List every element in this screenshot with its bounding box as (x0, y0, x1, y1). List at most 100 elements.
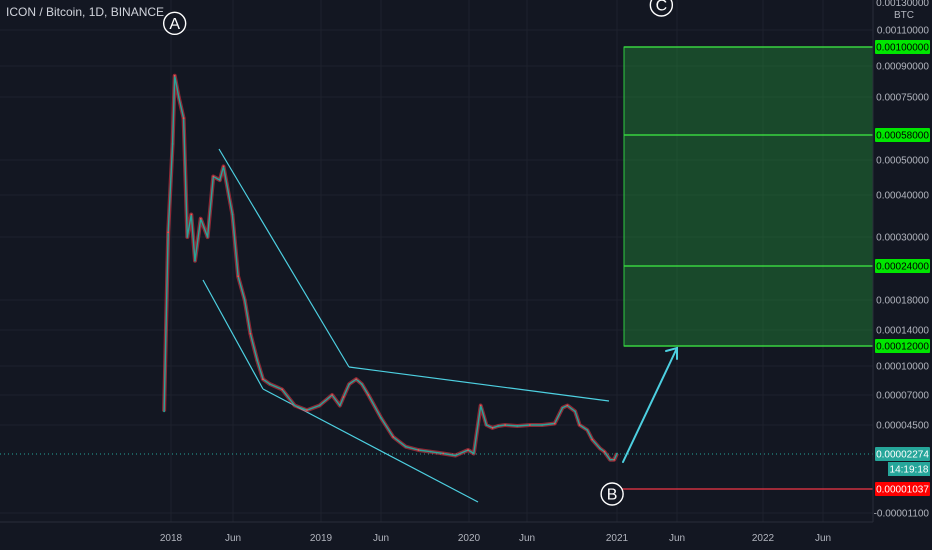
price-point (485, 424, 488, 426)
y-tick-label: 0.00050000 (876, 156, 929, 167)
price-point (243, 299, 246, 301)
current-price-tag-text: 0.00002274 (876, 450, 929, 461)
target-price-tag-text: 0.00100000 (876, 43, 929, 54)
price-point (404, 445, 407, 448)
target-price-tag-bg (875, 40, 930, 54)
axis-top-label: 0.00130000 (876, 0, 929, 9)
y-tick-label: 0.00075000 (876, 93, 929, 104)
target-price-tag-bg (875, 339, 930, 353)
y-tick-label: 0.00014000 (876, 326, 929, 337)
target-price-tag-text: 0.00012000 (876, 342, 929, 353)
price-point (355, 378, 358, 381)
price-point (586, 429, 589, 431)
x-tick-label: 2019 (310, 533, 333, 544)
target-zone (623, 46, 874, 347)
price-point (212, 175, 215, 178)
price-point (454, 454, 457, 457)
current-price-tag-bg (875, 447, 930, 461)
price-point (262, 378, 264, 381)
price-point (578, 424, 581, 426)
price-point (367, 394, 370, 396)
price-point (392, 436, 395, 438)
price-point (167, 231, 170, 234)
y-tick-label: 0.00030000 (876, 233, 929, 244)
annotation-a: A (162, 11, 187, 36)
trendline-upper-channel (218, 148, 350, 368)
price-point (609, 458, 611, 461)
price-point (237, 275, 240, 278)
countdown-bg (888, 462, 930, 476)
y-tick-label: -0.00001100 (874, 509, 930, 520)
price-point (616, 452, 618, 455)
x-tick-label: Jun (815, 533, 831, 544)
target-price-tag-text: 0.00058000 (876, 131, 929, 142)
price-point (429, 450, 432, 453)
stop-price-tag: 0.00001037 (875, 482, 930, 496)
countdown-text: 14:19:18 (890, 465, 929, 476)
price-point (231, 213, 234, 216)
price-point (566, 404, 569, 407)
x-tick-label: Jun (225, 533, 241, 544)
annotation-circle (162, 11, 187, 36)
projection-arrow-head (665, 346, 678, 360)
x-tick-label: 2021 (606, 533, 629, 544)
x-tick-label: Jun (373, 533, 389, 544)
price-point (222, 165, 225, 168)
price-point (306, 409, 308, 412)
price-point (194, 259, 196, 262)
price-point (338, 404, 341, 407)
y-tick-label: 0.00110000 (877, 26, 930, 37)
target-price-tag-bg (875, 259, 930, 273)
annotation-label: A (169, 16, 180, 33)
price-point (417, 449, 420, 451)
price-point (199, 217, 202, 220)
annotation-b: B (600, 482, 624, 506)
target-price-tag-text: 0.00024000 (876, 262, 929, 273)
price-point (218, 179, 221, 181)
trendline-lower-1 (202, 279, 264, 390)
price-point (467, 449, 469, 451)
price-point (516, 425, 519, 427)
current-price-tag: 0.00002274 (875, 447, 930, 461)
price-point (561, 406, 564, 409)
price-point (348, 383, 351, 386)
price-point (541, 424, 544, 426)
price-point (380, 416, 382, 419)
price-point (574, 410, 576, 413)
price-point (293, 404, 296, 407)
stop-price-tag-bg (875, 482, 930, 496)
axis-currency: BTC (894, 10, 914, 21)
price-series-wicks (162, 73, 619, 462)
price-point (591, 438, 594, 441)
price-point (171, 143, 174, 145)
annotation-c: C (649, 0, 674, 17)
time-axis-background (0, 522, 873, 550)
price-point (249, 332, 252, 335)
x-tick-label: 2018 (160, 533, 183, 544)
price-point (173, 74, 176, 77)
trendlines (202, 148, 610, 503)
projection-arrow (622, 346, 678, 463)
price-point (599, 447, 601, 450)
price-point (529, 424, 531, 426)
annotation-label: C (656, 0, 668, 15)
price-point (182, 117, 185, 120)
price-point (268, 383, 271, 386)
x-tick-label: 2022 (752, 533, 775, 544)
chart-title: ICON / Bitcoin, 1D, BINANCE (6, 5, 165, 19)
countdown-tag: 14:19:18 (888, 462, 930, 476)
price-point (479, 404, 482, 407)
price-point (603, 450, 606, 453)
price-point (472, 452, 475, 455)
target-price-tag-bg (875, 128, 930, 142)
x-tick-label: Jun (669, 533, 685, 544)
annotation-circle (649, 0, 674, 17)
price-point (318, 404, 321, 407)
y-tick-label: 0.00007000 (876, 391, 929, 402)
price-point (504, 424, 506, 426)
price-point (190, 213, 193, 216)
y-tick-label: 0.00018000 (876, 296, 929, 307)
y-tick-label: 0.00040000 (876, 191, 929, 202)
y-tick-label: 0.00004500 (876, 421, 929, 432)
